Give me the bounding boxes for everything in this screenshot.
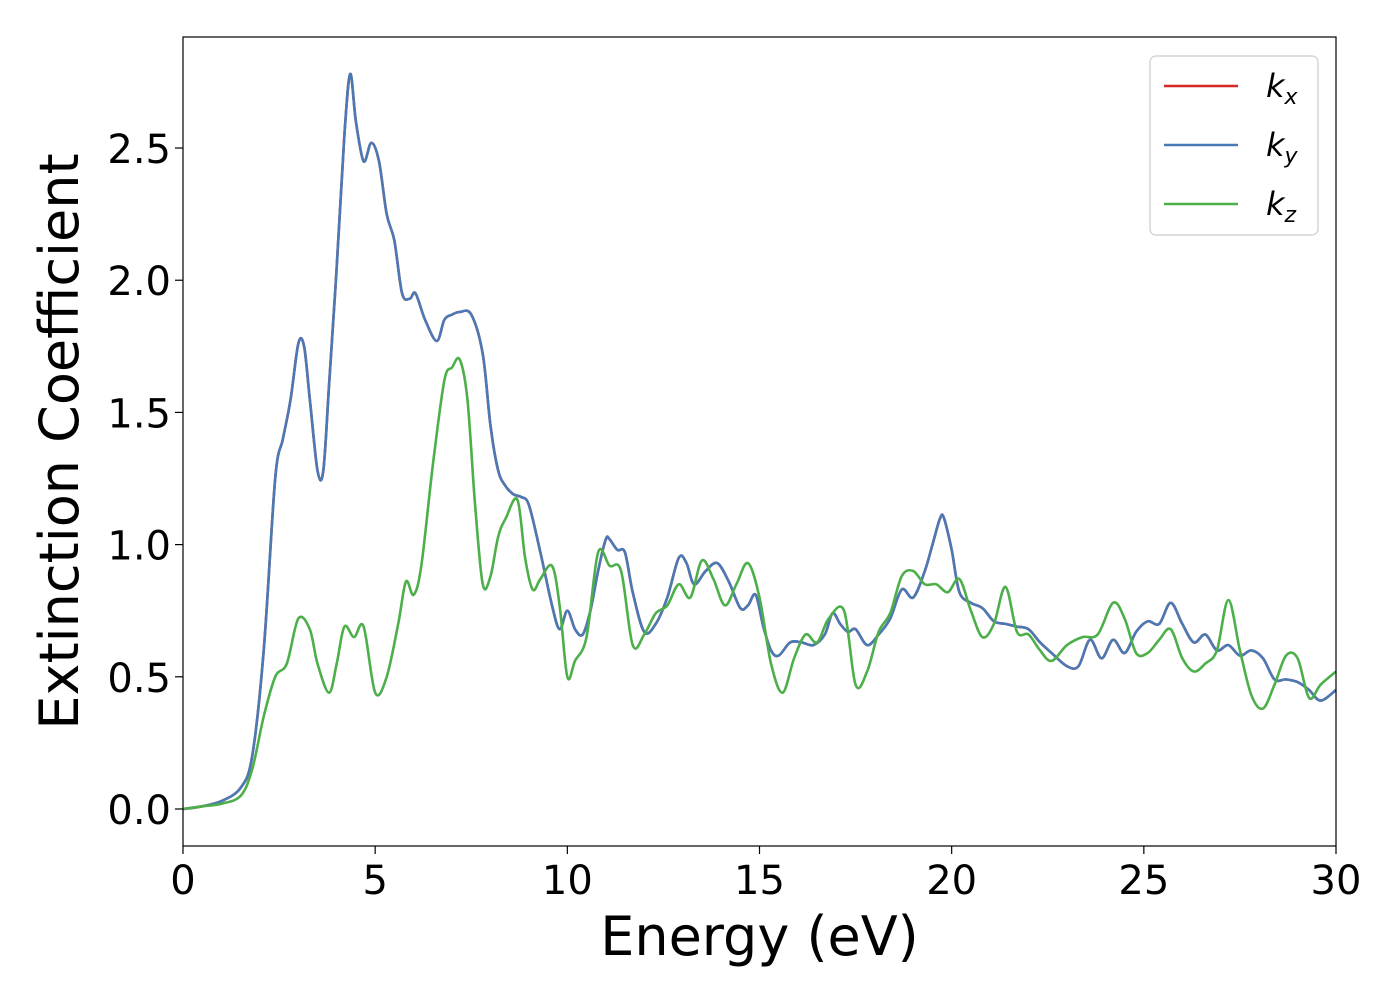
y-tick-label: 0.0 [107, 788, 171, 834]
y-axis-title: Extinction Coefficient [28, 153, 91, 729]
x-tick-label: 20 [926, 858, 977, 904]
legend: kx ky kz [1149, 55, 1319, 236]
legend-label-kx: kx [1266, 67, 1299, 110]
y-tick-label: 1.0 [107, 524, 171, 570]
y-tick-label: 0.5 [107, 656, 171, 702]
y-tick-label: 1.5 [107, 391, 171, 437]
y-tick-label: 2.0 [107, 259, 171, 305]
x-tick-label: 5 [362, 858, 387, 904]
legend-label-kz: kz [1266, 185, 1297, 228]
x-axis-title: Energy (eV) [600, 905, 919, 968]
x-axis-ticks: 0 5 10 15 20 25 30 [170, 846, 1361, 904]
y-tick-label: 2.5 [107, 127, 171, 173]
x-tick-label: 15 [734, 858, 785, 904]
x-tick-label: 30 [1311, 858, 1362, 904]
y-axis-ticks: 0.0 0.5 1.0 1.5 2.0 2.5 [107, 127, 183, 834]
series-line-kz [182, 356, 1337, 811]
plot-lines [182, 72, 1337, 811]
x-tick-label: 25 [1118, 858, 1169, 904]
x-tick-label: 0 [170, 858, 195, 904]
legend-label-ky: ky [1266, 126, 1299, 169]
x-tick-label: 10 [542, 858, 593, 904]
